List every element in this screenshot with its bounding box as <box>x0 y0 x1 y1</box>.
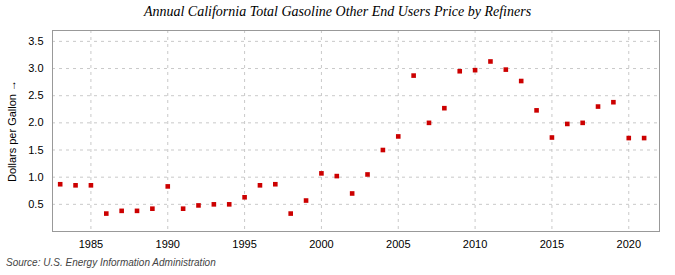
svg-text:3.0: 3.0 <box>28 62 43 74</box>
svg-text:1985: 1985 <box>79 238 103 250</box>
svg-text:1.5: 1.5 <box>28 144 43 156</box>
svg-text:3.5: 3.5 <box>28 35 43 47</box>
svg-text:1990: 1990 <box>156 238 180 250</box>
svg-text:2.0: 2.0 <box>28 116 43 128</box>
svg-text:2.5: 2.5 <box>28 89 43 101</box>
html-text:Source: U.S. Energy Informatio: Source: U.S. Energy Information Administ… <box>6 257 216 268</box>
svg-text:2005: 2005 <box>386 238 410 250</box>
svg-text:2015: 2015 <box>540 238 564 250</box>
html-text:Annual California Total Gasoli: Annual California Total Gasoline Other E… <box>143 4 532 19</box>
svg-text:2010: 2010 <box>463 238 487 250</box>
svg-text:Dollars per Gallon →: Dollars per Gallon → <box>6 80 18 182</box>
svg-text:0.5: 0.5 <box>28 198 43 210</box>
svg-text:2000: 2000 <box>309 238 333 250</box>
svg-text:1.0: 1.0 <box>28 171 43 183</box>
svg-text:1995: 1995 <box>232 238 256 250</box>
svg-text:2020: 2020 <box>617 238 641 250</box>
